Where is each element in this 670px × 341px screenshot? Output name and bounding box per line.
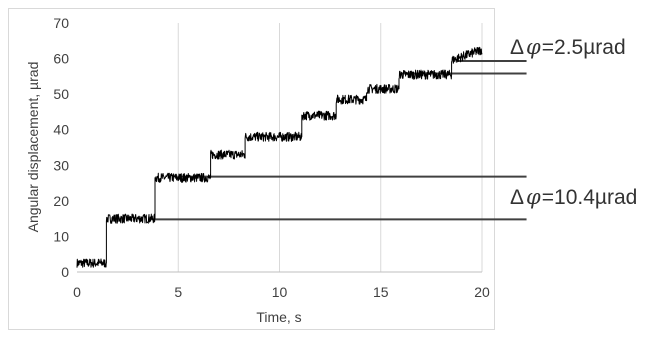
tick-labels: 0 5 10 15 20 0 10 20 30 40 50 60 70 (53, 15, 490, 300)
y-axis-title: Angular displacement, µrad (25, 62, 41, 233)
y-tick-label: 10 (53, 228, 69, 244)
x-tick-label: 15 (373, 284, 389, 300)
annotation-delta-phi-large: Δφ=10.4µrad (510, 185, 637, 209)
annotation-value: =10.4µrad (542, 186, 638, 209)
y-tick-label: 60 (53, 51, 69, 67)
x-axis-title: Time, s (256, 309, 301, 325)
annotation-phi-symbol: φ (526, 185, 541, 209)
y-tick-label: 50 (53, 86, 69, 102)
grid-layer (77, 23, 483, 273)
y-tick-label: 40 (53, 122, 69, 138)
y-tick-label: 20 (53, 193, 69, 209)
y-tick-label: 70 (53, 15, 69, 31)
series-layer (76, 46, 483, 268)
chart-frame (8, 8, 495, 330)
y-tick-label: 0 (61, 264, 69, 280)
y-tick-label: 30 (53, 157, 69, 173)
x-tick-label: 10 (272, 284, 288, 300)
x-tick-label: 5 (174, 284, 182, 300)
annotation-delta-phi-small: Δφ=2.5µrad (510, 35, 626, 59)
annotation-value: =2.5µrad (542, 36, 626, 59)
annotation-delta-symbol: Δ (510, 186, 524, 209)
annotation-delta-symbol: Δ (510, 36, 524, 59)
x-tick-label: 20 (474, 284, 490, 300)
data-series-line (76, 46, 483, 268)
x-tick-label: 0 (73, 284, 81, 300)
reference-lines (151, 60, 527, 221)
annotation-phi-symbol: φ (526, 35, 541, 59)
